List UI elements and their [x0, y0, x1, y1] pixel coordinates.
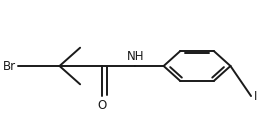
- Text: Br: Br: [3, 60, 16, 72]
- Text: I: I: [254, 89, 257, 103]
- Text: NH: NH: [127, 50, 144, 63]
- Text: O: O: [97, 99, 107, 112]
